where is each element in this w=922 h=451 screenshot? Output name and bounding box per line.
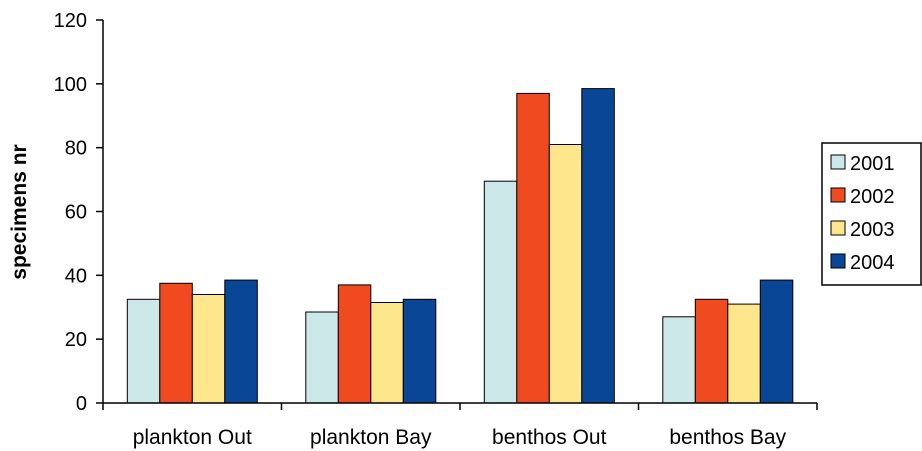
bar-2003-4 bbox=[727, 303, 761, 404]
bar-2004-1 bbox=[224, 279, 258, 404]
legend-swatch-2003 bbox=[830, 220, 846, 236]
y-tick-label: 40 bbox=[65, 265, 87, 287]
legend-label: 2001 bbox=[850, 153, 895, 175]
x-category-label: plankton Out bbox=[133, 426, 252, 449]
bar-2004-2 bbox=[402, 298, 437, 404]
y-tick-label: 20 bbox=[65, 329, 87, 351]
bar-2002-1 bbox=[159, 282, 193, 404]
bar-2003-2 bbox=[370, 302, 404, 404]
bar-2001-3 bbox=[483, 180, 518, 404]
bar-2002-3 bbox=[516, 92, 550, 404]
plot-area bbox=[126, 88, 794, 404]
legend: 2001 2002 2003 2004 bbox=[821, 142, 922, 286]
x-axis: plankton Out plankton Bay benthos Out benth… bbox=[102, 402, 818, 449]
bar-2004-3 bbox=[581, 88, 615, 404]
y-tick-label: 60 bbox=[65, 202, 87, 224]
bar-2003-3 bbox=[548, 144, 583, 404]
y-tick-label: 100 bbox=[54, 74, 87, 96]
x-category-label: benthos Out bbox=[492, 426, 607, 449]
y-tick-label: 120 bbox=[54, 10, 87, 32]
bar-2001-4 bbox=[662, 316, 696, 404]
legend-swatch-2002 bbox=[830, 187, 846, 203]
bar-2002-4 bbox=[694, 298, 729, 404]
y-axis: 0 20 40 60 80 100 120 bbox=[54, 10, 104, 415]
bar-2004-4 bbox=[759, 279, 794, 404]
bar-2001-2 bbox=[305, 311, 339, 404]
x-category-label: benthos Bay bbox=[669, 426, 786, 449]
legend-label: 2002 bbox=[850, 186, 895, 208]
y-tick-label: 80 bbox=[65, 138, 87, 160]
bar-2002-2 bbox=[337, 284, 372, 404]
legend-label: 2003 bbox=[850, 219, 895, 241]
x-category-label: plankton Bay bbox=[310, 426, 432, 449]
y-axis-title: specimens nr bbox=[8, 144, 31, 279]
legend-label: 2004 bbox=[850, 252, 895, 274]
y-tick-label: 0 bbox=[76, 393, 87, 415]
bar-2001-1 bbox=[126, 298, 161, 404]
bar-2003-1 bbox=[191, 294, 226, 404]
legend-swatch-2001 bbox=[830, 154, 846, 170]
legend-swatch-2004 bbox=[830, 253, 846, 269]
